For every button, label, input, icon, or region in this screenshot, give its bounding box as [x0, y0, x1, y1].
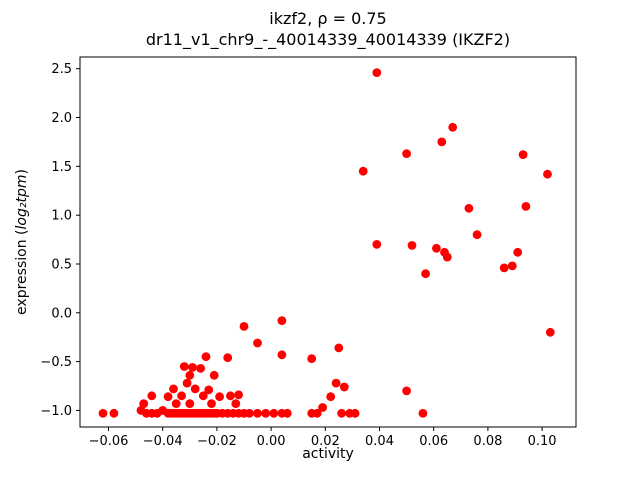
scatter-point: [198, 391, 208, 401]
scatter-point: [245, 408, 254, 418]
x-tick-label: 0.02: [311, 434, 340, 449]
x-tick-label: −0.04: [143, 434, 183, 449]
scatter-point: [182, 378, 192, 388]
scatter-point: [432, 243, 441, 253]
scatter-point: [209, 370, 219, 380]
scatter-point: [98, 408, 108, 418]
scatter-point: [163, 392, 173, 402]
y-tick-label: 0.0: [51, 306, 72, 321]
y-tick-label: 2.5: [51, 62, 72, 77]
scatter-point: [190, 384, 200, 394]
chart-subtitle: dr11_v1_chr9_-_40014339_40014339 (IKZF2): [145, 30, 511, 49]
scatter-point: [226, 391, 235, 401]
scatter-point: [372, 240, 382, 249]
scatter-point: [169, 384, 178, 394]
scatter-point: [318, 403, 327, 412]
x-tick-label: 0.10: [528, 434, 557, 449]
scatter-point: [472, 230, 482, 240]
scatter-point: [307, 354, 317, 364]
y-tick-label: 1.5: [51, 160, 72, 175]
scatter-point: [215, 392, 225, 402]
scatter-point: [207, 399, 216, 408]
scatter-point: [418, 408, 428, 418]
scatter-point: [545, 327, 555, 337]
y-tick-label: −1.0: [40, 404, 72, 419]
y-tick-label: 2.0: [51, 111, 72, 126]
scatter-point: [499, 263, 509, 273]
x-tick-label: 0.08: [473, 434, 502, 449]
scatter-point: [513, 247, 523, 257]
scatter-point: [312, 408, 322, 418]
scatter-point: [188, 363, 197, 372]
scatter-point: [442, 252, 452, 262]
x-axis-label: activity: [302, 446, 354, 462]
scatter-point: [334, 343, 344, 353]
scatter-point: [402, 386, 411, 396]
scatter-point: [464, 203, 474, 213]
scatter-point: [372, 68, 382, 77]
scatter-point: [402, 149, 411, 159]
scatter-point: [339, 382, 349, 392]
scatter-point: [253, 338, 262, 348]
scatter-point: [331, 378, 341, 388]
scatter-point: [518, 150, 528, 160]
scatter-point: [253, 408, 262, 418]
scatter-point: [204, 385, 214, 395]
scatter-point: [179, 362, 189, 371]
x-tick-label: 0.04: [365, 434, 394, 449]
scatter-point: [239, 322, 249, 331]
x-tick-label: 0.06: [419, 434, 448, 449]
scatter-point: [421, 269, 430, 279]
scatter-point: [358, 166, 368, 176]
scatter-point: [448, 122, 458, 132]
scatter-point: [350, 408, 360, 418]
scatter-point: [109, 408, 119, 418]
scatter-point: [277, 316, 287, 325]
scatter-point: [185, 370, 195, 380]
scatter-point: [269, 408, 279, 418]
x-tick-label: −0.02: [197, 434, 237, 449]
chart-title: ikzf2, ρ = 0.75: [269, 9, 387, 28]
scatter-point: [231, 399, 241, 408]
scatter-point: [185, 399, 195, 408]
x-tick-label: −0.06: [89, 434, 129, 449]
scatter-point: [139, 399, 149, 408]
y-tick-label: 0.5: [51, 258, 72, 273]
axes-frame: [79, 56, 577, 428]
scatter-point: [196, 364, 206, 373]
y-tick-label: −0.5: [40, 355, 72, 370]
y-tick-label: 1.0: [51, 209, 72, 224]
scatter-point: [337, 408, 346, 418]
scatter-point: [234, 390, 244, 400]
scatter-point: [147, 391, 157, 401]
scatter-point: [261, 408, 271, 418]
scatter-point: [282, 408, 292, 418]
scatter-point: [326, 392, 336, 402]
scatter-point: [407, 241, 417, 250]
scatter-point: [437, 137, 447, 147]
scatter-point: [521, 202, 531, 211]
scatter-point: [201, 352, 211, 362]
scatter-point: [177, 391, 187, 401]
scatter-point: [507, 261, 517, 271]
scatter-point: [543, 169, 552, 179]
scatter-point: [223, 353, 233, 363]
scatter-point: [171, 399, 181, 408]
scatter-point: [277, 350, 287, 360]
x-tick-label: 0.00: [257, 434, 286, 449]
